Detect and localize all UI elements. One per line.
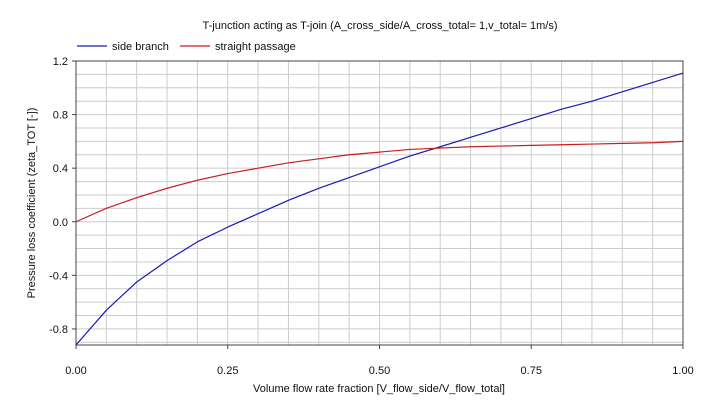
- y-tick-label: 0.4: [53, 163, 68, 175]
- x-tick-label: 0.75: [521, 365, 542, 377]
- legend: side branch straight passage: [77, 41, 296, 53]
- x-tick-label: 0.25: [217, 365, 238, 377]
- y-axis-title: Pressure loss coefficient (zeta_TOT [-]): [26, 108, 38, 299]
- grid: [75, 60, 684, 345]
- legend-label: straight passage: [215, 41, 296, 53]
- x-tick-label: 0.00: [65, 365, 86, 377]
- y-tick-label: 0.8: [53, 110, 68, 122]
- series-line-straight-passage: [75, 140, 684, 223]
- y-tick-label: -0.4: [49, 270, 68, 282]
- y-tick-label: 0.0: [53, 217, 68, 229]
- legend-label: side branch: [112, 41, 169, 53]
- y-tick-label: -0.8: [49, 324, 68, 336]
- series-line-side-branch: [75, 72, 684, 346]
- tick-labels: 0.00 0.25 0.50 0.75 1.00 1.2 0.8 0.4 0.0 -0.4 -0.8: [49, 56, 694, 377]
- x-tick-label: 0.50: [369, 365, 390, 377]
- chart-title: T-junction acting as T-join (A_cross_sid…: [202, 20, 557, 32]
- x-tick-label: 1.00: [672, 365, 693, 377]
- y-tick-label: 1.2: [53, 56, 68, 68]
- x-axis-title: Volume flow rate fraction [V_flow_side/V…: [253, 383, 505, 395]
- series-lines: [75, 72, 684, 346]
